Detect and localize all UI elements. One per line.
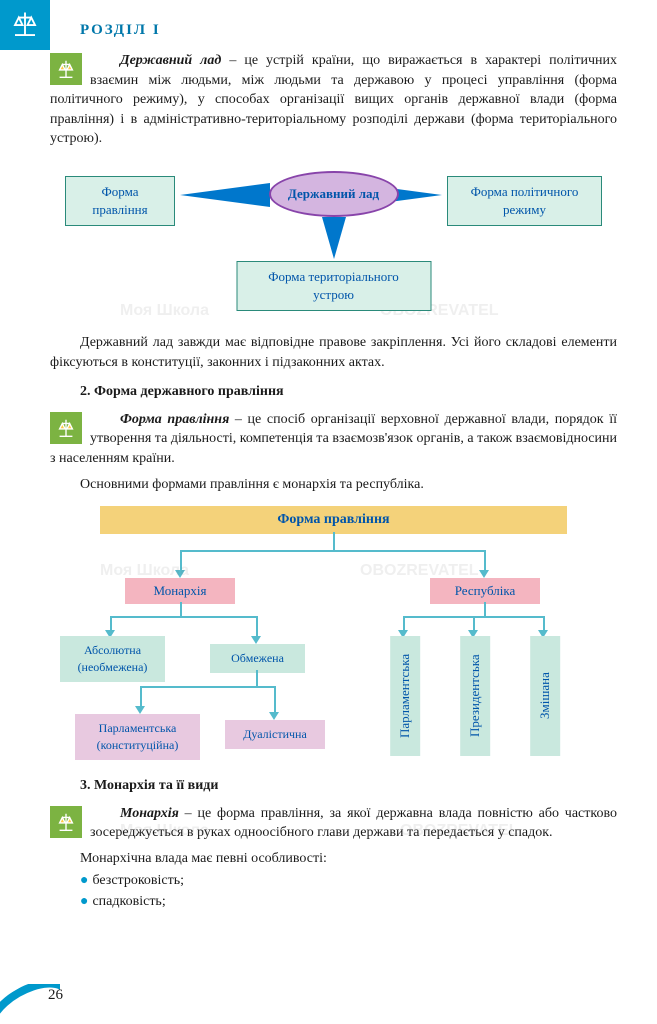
connector-line [484, 602, 486, 616]
d1-center-node: Державний лад [269, 171, 399, 217]
term-1: Державний лад [120, 53, 221, 68]
page-number: 26 [48, 985, 63, 1006]
definition-2: Форма правління – це спосіб організації … [50, 410, 617, 469]
scales-icon [50, 806, 82, 838]
term-2: Форма правління [120, 412, 229, 427]
connector-line [180, 550, 182, 570]
d2-absolute-node: Абсолютна (необмежена) [60, 636, 165, 682]
paragraph-1: Державний лад завжди має відповідне прав… [50, 333, 617, 372]
list-item: ● спадковість; [50, 892, 617, 912]
d2-dualistic-node: Дуалістична [225, 720, 325, 749]
bullet-icon: ● [80, 873, 88, 888]
connector-line [140, 686, 276, 688]
scales-icon [50, 412, 82, 444]
header-scales-icon [0, 0, 50, 50]
definition-1: Державний лад – це устрій країни, що вир… [50, 51, 617, 149]
connector-line [180, 602, 182, 616]
bullet-text-1: безстроковість; [92, 873, 184, 888]
d2-rep-mixed-node: Змішана [530, 636, 560, 756]
d2-rep-presidential-node: Президентська [460, 636, 490, 756]
connector-line [110, 616, 112, 630]
definition-3: Монархія – це форма правління, за якої д… [50, 804, 617, 843]
diagram-state-order: Державний лад Форма правління Форма полі… [50, 161, 617, 321]
d2-title-node: Форма правління [100, 506, 567, 534]
connector-line [256, 616, 258, 636]
chevron-down-icon [175, 570, 185, 578]
connector-line [140, 686, 142, 706]
subheading-2: 2. Форма державного правління [50, 382, 617, 402]
paragraph-3: Монархічна влада має певні особливості: [50, 849, 617, 869]
arrow-left-icon [180, 183, 270, 207]
connector-line [256, 670, 258, 686]
connector-line [543, 616, 545, 630]
d2-rep-parliamentary-node: Парламентська [390, 636, 420, 756]
connector-line [484, 550, 486, 570]
connector-line [274, 686, 276, 712]
d2-monarchy-node: Монархія [125, 578, 235, 604]
chevron-down-icon [135, 706, 145, 714]
connector-line [403, 616, 405, 630]
diagram-government-form: Форма правління Монархія Республіка Абсо… [50, 506, 617, 766]
bullet-icon: ● [80, 894, 88, 909]
connector-line [333, 532, 335, 550]
section-title: РОЗДІЛ I [80, 20, 617, 41]
bullet-text-2: спадковість; [92, 894, 165, 909]
d1-right-node: Форма політичного режиму [447, 176, 602, 226]
connector-line [473, 616, 475, 630]
connector-line [180, 550, 486, 552]
paragraph-2: Основними формами правління є монархія т… [50, 475, 617, 495]
chevron-down-icon [269, 712, 279, 720]
list-item: ● безстроковість; [50, 871, 617, 891]
arrow-down-icon [322, 217, 346, 259]
scales-icon [50, 53, 82, 85]
term-3: Монархія [120, 806, 179, 821]
d1-bottom-node: Форма територіального устрою [236, 261, 431, 311]
connector-line [110, 616, 258, 618]
d2-republic-node: Республіка [430, 578, 540, 604]
subheading-3: 3. Монархія та її види [50, 776, 617, 796]
chevron-down-icon [479, 570, 489, 578]
d2-limited-node: Обмежена [210, 644, 305, 673]
d2-parliamentary-node: Парламентська (конституційна) [75, 714, 200, 760]
chevron-down-icon [251, 636, 261, 644]
d1-left-node: Форма правління [65, 176, 175, 226]
